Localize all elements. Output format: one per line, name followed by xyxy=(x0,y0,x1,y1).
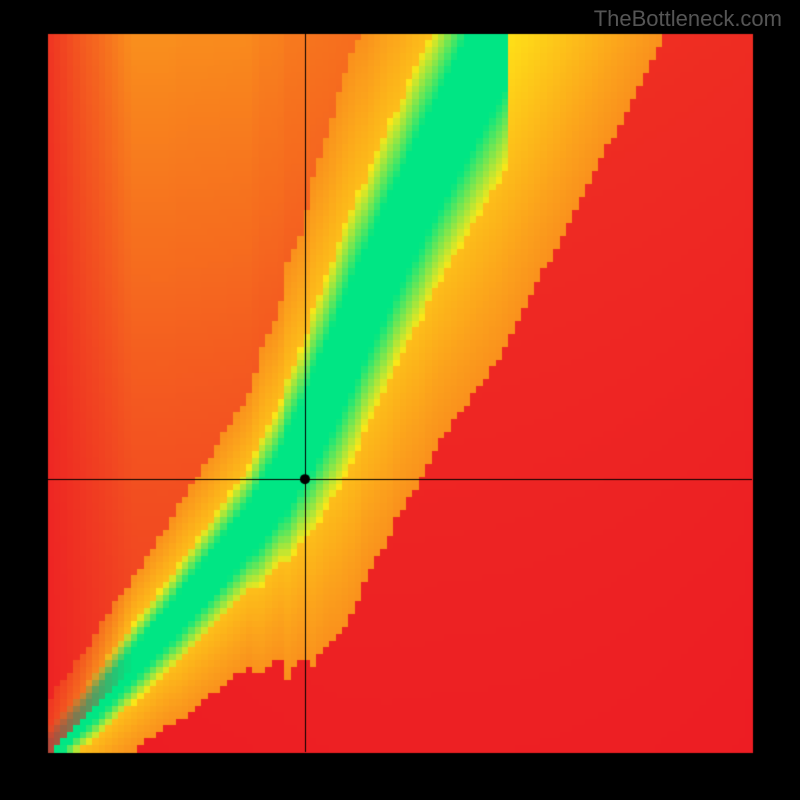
chart-container: TheBottleneck.com xyxy=(0,0,800,800)
bottleneck-heatmap xyxy=(0,0,800,800)
watermark-text: TheBottleneck.com xyxy=(594,6,782,32)
